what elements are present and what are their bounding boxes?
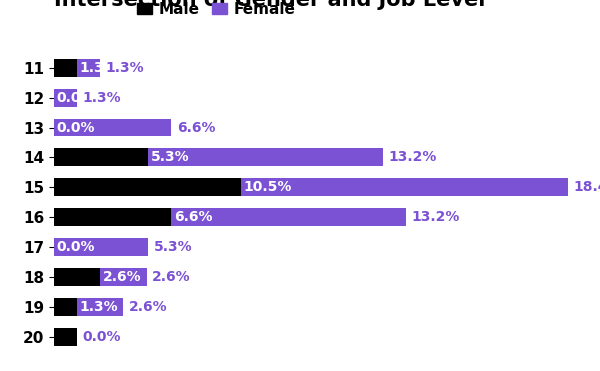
Bar [148, 148, 383, 166]
Bar [54, 238, 148, 256]
Text: 0.0%: 0.0% [56, 121, 95, 135]
Bar [54, 208, 172, 226]
Text: 2.6%: 2.6% [129, 300, 167, 314]
Text: 13.2%: 13.2% [412, 210, 460, 224]
Bar [54, 148, 148, 166]
Bar [54, 178, 241, 196]
Text: 1.3%: 1.3% [106, 61, 144, 75]
Text: 1.3%: 1.3% [80, 61, 118, 75]
Bar [54, 119, 172, 137]
Bar [77, 59, 100, 77]
Text: 1.3%: 1.3% [82, 91, 121, 105]
Text: 1.3%: 1.3% [80, 300, 118, 314]
Bar [54, 328, 77, 345]
Bar [172, 208, 406, 226]
Text: 5.3%: 5.3% [154, 240, 193, 254]
Text: 2.6%: 2.6% [152, 270, 191, 284]
Bar [54, 89, 77, 106]
Text: 0.0%: 0.0% [82, 329, 121, 344]
Text: Intersection of Gender and Job Level: Intersection of Gender and Job Level [54, 0, 485, 10]
Bar [241, 178, 568, 196]
Text: 2.6%: 2.6% [103, 270, 142, 284]
Bar [54, 298, 77, 316]
Text: 1.3%: 1.3% [80, 329, 118, 344]
Bar [54, 268, 100, 286]
Text: 0.0%: 0.0% [56, 240, 95, 254]
Bar [77, 298, 124, 316]
Text: 5.3%: 5.3% [151, 150, 190, 164]
Bar [100, 268, 146, 286]
Text: 18.4%: 18.4% [574, 180, 600, 194]
Text: 13.2%: 13.2% [389, 150, 437, 164]
Text: 10.5%: 10.5% [244, 180, 292, 194]
Text: 6.6%: 6.6% [174, 210, 212, 224]
Legend: Male, Female: Male, Female [131, 0, 301, 23]
Text: 6.6%: 6.6% [177, 121, 215, 135]
Text: 0.0%: 0.0% [56, 91, 95, 105]
Bar [54, 59, 77, 77]
